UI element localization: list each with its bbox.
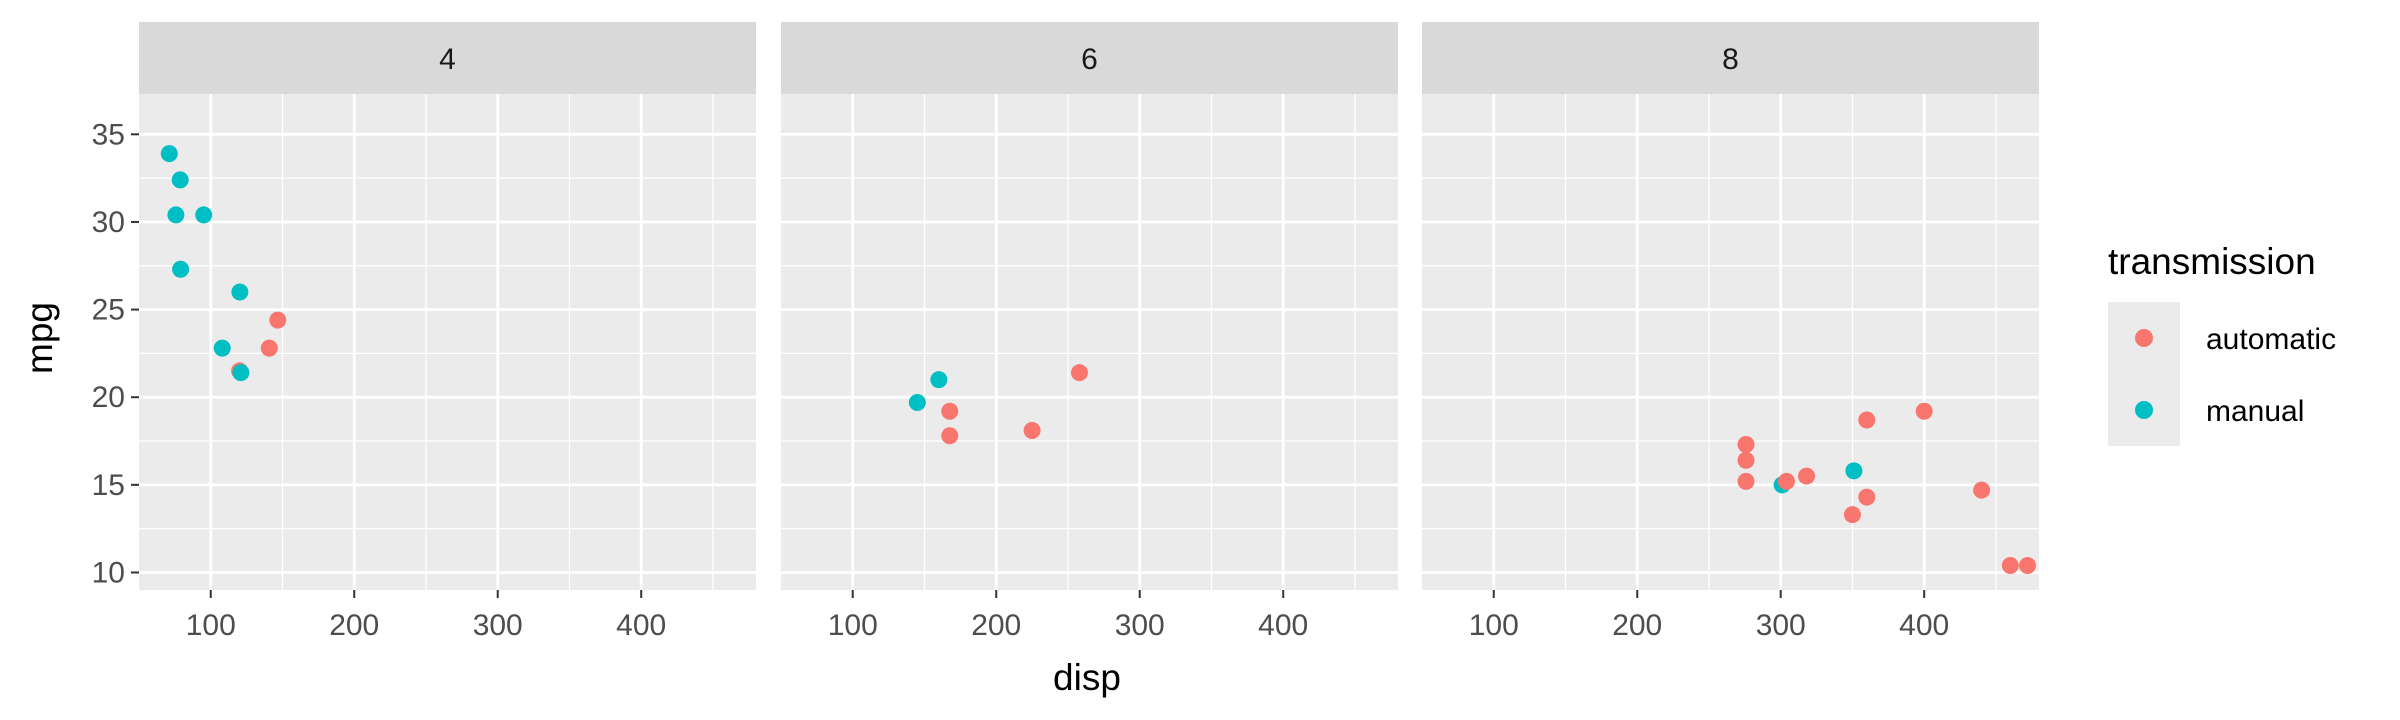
facet-panels: 4 100 200 300 400 6 100 200 300 400 8 100 200 300 400 [139,22,2039,642]
data-point-automatic [1973,481,1991,499]
data-point-automatic [2001,556,2019,574]
data-point-manual [908,393,926,411]
facet-strip [781,22,1398,94]
data-point-automatic [269,311,287,329]
data-point-automatic [941,427,959,445]
panel-background [139,94,756,590]
data-point-automatic [260,339,278,357]
x-tick-label: 100 [828,609,878,642]
legend-label-manual: manual [2206,395,2304,428]
x-tick-label: 400 [616,609,666,642]
y-axis: 10 15 20 25 30 35 [92,118,139,589]
x-tick-label: 200 [1612,609,1662,642]
data-point-manual [231,283,249,301]
data-point-manual [172,260,190,278]
data-point-automatic [1777,472,1795,490]
legend-key-manual [2135,401,2153,419]
x-tick-label: 200 [329,609,379,642]
panel-background [781,94,1398,590]
legend-key-automatic [2135,329,2153,347]
y-tick-label: 15 [92,469,125,502]
data-point-manual [213,339,231,357]
data-point-automatic [1858,488,1876,506]
y-axis-title: mpg [19,302,60,374]
x-tick-label: 300 [1756,609,1806,642]
x-tick-label: 300 [473,609,523,642]
y-tick-label: 30 [92,206,125,239]
facet-strip [1422,22,2039,94]
legend-key-bg [2108,302,2180,446]
legend: transmission automatic manual [2108,241,2336,446]
x-tick-label: 100 [1469,609,1519,642]
x-axis-title: disp [1053,657,1121,698]
x-tick-label: 100 [186,609,236,642]
data-point-manual [160,145,178,163]
data-point-manual [195,206,213,224]
y-tick-label: 20 [92,381,125,414]
facet-panel-8: 8 100 200 300 400 [1422,22,2039,642]
y-tick-label: 25 [92,294,125,327]
x-tick-label: 400 [1258,609,1308,642]
data-point-manual [232,364,250,382]
y-tick-label: 35 [92,118,125,151]
data-point-automatic [1843,506,1861,524]
data-point-automatic [1737,472,1755,490]
data-point-manual [167,206,185,224]
facet-strip-label: 8 [1722,43,1739,76]
data-point-automatic [1915,402,1933,420]
facet-strip-label: 6 [1081,43,1098,76]
data-point-automatic [941,402,959,420]
x-tick-label: 400 [1899,609,1949,642]
data-point-automatic [1798,467,1816,485]
facet-strip [139,22,756,94]
data-point-automatic [1737,436,1755,454]
data-point-automatic [1070,364,1088,382]
data-point-automatic [2019,556,2037,574]
facet-panel-6: 6 100 200 300 400 [781,22,1398,642]
legend-title: transmission [2108,241,2316,282]
y-tick-label: 10 [92,556,125,589]
data-point-manual [171,171,189,189]
data-point-manual [1845,462,1863,480]
panel-background [1422,94,2039,590]
facet-panel-4: 4 100 200 300 400 [139,22,756,642]
data-point-automatic [1023,422,1041,440]
data-point-automatic [1737,451,1755,469]
data-point-automatic [1858,411,1876,429]
legend-label-automatic: automatic [2206,323,2336,356]
x-tick-label: 200 [971,609,1021,642]
x-tick-label: 300 [1115,609,1165,642]
data-point-manual [930,371,948,389]
facet-strip-label: 4 [439,43,456,76]
